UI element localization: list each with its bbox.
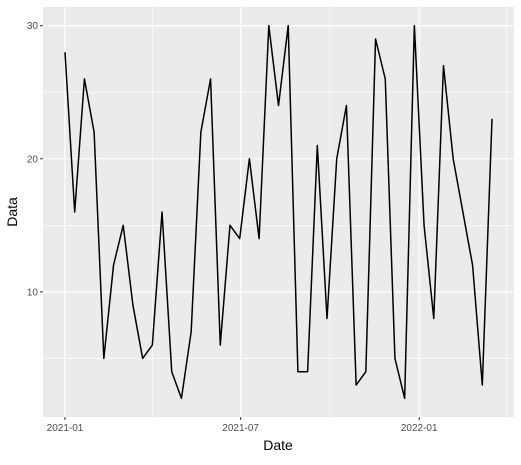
x-tick-label: 2021-01: [47, 423, 84, 434]
y-tick-label: 10: [27, 287, 39, 298]
plot-panel: [43, 7, 514, 417]
y-axis: 10 20 30: [27, 21, 43, 298]
series-line: [64, 24, 493, 400]
x-tick-label: 2022-01: [401, 423, 438, 434]
minor-gridlines: [43, 7, 514, 417]
y-tick-label: 30: [27, 21, 39, 32]
x-axis: 2021-01 2021-07 2022-01: [47, 417, 438, 434]
series-layer: [64, 24, 493, 400]
y-axis-title: Data: [4, 197, 20, 227]
x-axis-title: Date: [263, 437, 293, 453]
y-tick-label: 20: [27, 154, 39, 165]
x-tick-label: 2021-07: [222, 423, 259, 434]
